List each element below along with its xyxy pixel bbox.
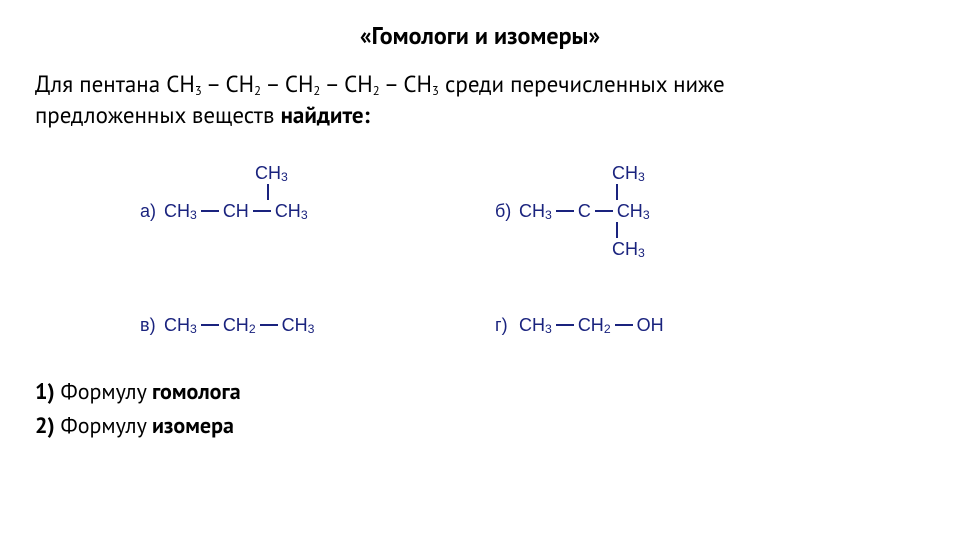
intro-tail-1: среди перечисленных ниже [445,70,725,99]
structure-b-vbond-2 [495,222,825,238]
structures-block: CH3 а) CH3 CH CH3 CH3 б) CH3 C [140,156,925,350]
task-2-num: 2) [35,412,55,440]
structure-b: CH3 б) CH3 C CH3 CH3 [495,156,825,274]
structure-v: в) CH3 CH2 CH3 [140,274,450,350]
task-2-lead: Формулу [55,412,152,440]
vertical-bond-icon [616,184,618,200]
pentane-chain: CH3 – CH2 – CH2 – CH2 – CH3 [166,70,445,99]
intro-find: найдите: [281,101,370,130]
task-1-lead: Формулу [55,378,152,406]
structure-a-main: а) CH3 CH CH3 [140,200,450,222]
page-title: «Гомологи и изомеры» [35,20,925,51]
task-1-word: гомолога [152,378,241,406]
task-2-word: изомера [152,412,234,440]
structure-a-vbond [140,184,450,200]
page: «Гомологи и изомеры» Для пентана CH3 – C… [0,0,960,440]
bond-icon [595,210,613,212]
tasks-block: 1) Формулу гомолога 2) Формулу изомера [35,378,925,440]
structure-g-label: г) [495,315,519,336]
vertical-bond-icon [616,222,618,238]
structure-g-main: г) CH3 CH2 OH [495,314,825,336]
vertical-bond-icon [267,184,269,200]
structure-b-vbond-1 [495,184,825,200]
bond-icon [615,324,633,326]
task-2: 2) Формулу изомера [35,412,925,440]
bond-icon [556,210,574,212]
structure-a-label: а) [140,201,164,222]
structure-b-top: CH3 [495,162,825,184]
intro-tail-2: предложенных веществ [35,101,281,130]
structure-b-bottom: CH3 [495,238,825,260]
structure-a-top: CH3 [140,162,450,184]
structure-v-main: в) CH3 CH2 CH3 [140,314,450,336]
bond-icon [201,210,219,212]
bond-icon [253,210,271,212]
task-1-num: 1) [35,378,55,406]
intro-lead: Для пентана [35,70,166,99]
structure-g: г) CH3 CH2 OH [495,274,825,350]
intro-text: Для пентана CH3 – CH2 – CH2 – CH2 – CH3 … [35,69,925,131]
bond-icon [201,324,219,326]
bond-icon [260,324,278,326]
structure-a: CH3 а) CH3 CH CH3 [140,156,450,274]
task-1: 1) Формулу гомолога [35,378,925,406]
structure-v-label: в) [140,315,164,336]
structure-b-main: б) CH3 C CH3 [495,200,825,222]
structure-b-label: б) [495,201,519,222]
bond-icon [556,324,574,326]
